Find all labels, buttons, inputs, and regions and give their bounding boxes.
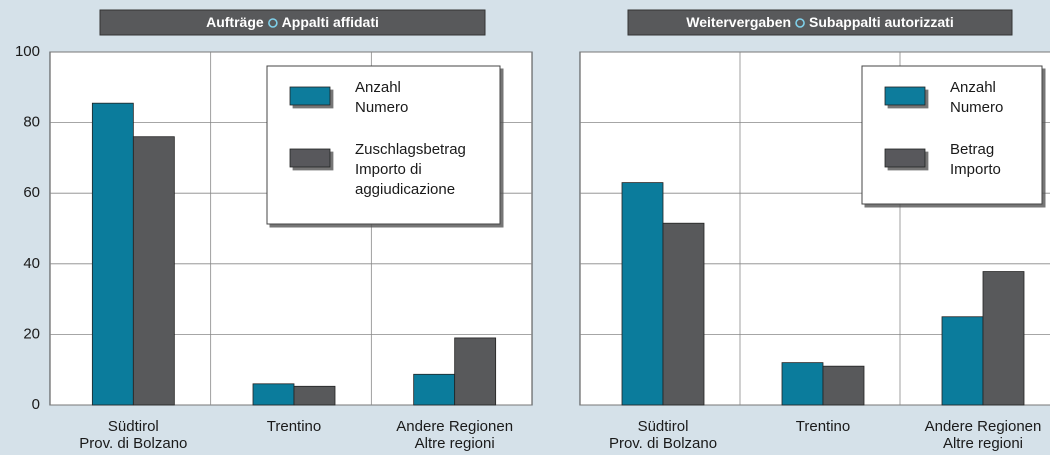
legend-swatch <box>884 148 926 168</box>
bar <box>132 136 175 406</box>
title-separator <box>268 18 278 28</box>
title-part: Appalti affidati <box>282 14 379 30</box>
bar <box>91 102 134 406</box>
bar <box>454 337 497 406</box>
y-tick-label: 40 <box>23 255 40 272</box>
legend-label: Numero <box>950 99 1003 116</box>
title-box <box>627 9 1013 36</box>
bar <box>621 182 664 406</box>
bar <box>941 316 984 406</box>
bar <box>822 365 865 406</box>
x-tick-label: Prov. di Bolzano <box>79 435 187 452</box>
y-tick-label: 100 <box>15 43 40 60</box>
title-box <box>99 9 486 36</box>
x-tick-label: Altre regioni <box>943 435 1023 452</box>
legend-label: Anzahl <box>950 79 996 96</box>
x-tick-label: Altre regioni <box>415 435 495 452</box>
y-tick-label: 60 <box>23 184 40 201</box>
title-part: Aufträge <box>206 14 264 30</box>
x-tick-label: Trentino <box>796 418 850 435</box>
legend-swatch <box>289 148 331 168</box>
x-tick-label: Andere Regionen <box>925 418 1042 435</box>
x-tick-label: Südtirol <box>108 418 159 435</box>
bar <box>413 373 456 406</box>
bar <box>252 383 295 406</box>
legend-label: Zuschlagsbetrag <box>355 141 466 158</box>
x-tick-label: Trentino <box>267 418 321 435</box>
x-tick-label: Südtirol <box>638 418 689 435</box>
bar <box>662 222 705 406</box>
legend-label: Importo di <box>355 161 422 178</box>
legend-swatch <box>884 86 926 106</box>
chart-title: Aufträge Appalti affidati <box>206 14 379 30</box>
title-part: Subappalti autorizzati <box>809 14 954 30</box>
y-tick-label: 0 <box>32 396 40 413</box>
y-tick-label: 20 <box>23 325 40 342</box>
x-tick-label: Prov. di Bolzano <box>609 435 717 452</box>
legend-label: aggiudicazione <box>355 181 455 198</box>
legend-label: Importo <box>950 161 1001 178</box>
bar <box>781 362 824 406</box>
legend-label: Betrag <box>950 141 994 158</box>
bar <box>982 271 1025 406</box>
title-part: Weitervergaben <box>686 14 791 30</box>
legend-label: Numero <box>355 99 408 116</box>
legend-label: Anzahl <box>355 79 401 96</box>
legend-swatch <box>289 86 331 106</box>
chart-title: Weitervergaben Subappalti autorizzati <box>686 14 953 30</box>
bar <box>293 385 336 406</box>
y-tick-label: 80 <box>23 114 40 131</box>
x-tick-label: Andere Regionen <box>396 418 513 435</box>
title-separator <box>795 18 805 28</box>
